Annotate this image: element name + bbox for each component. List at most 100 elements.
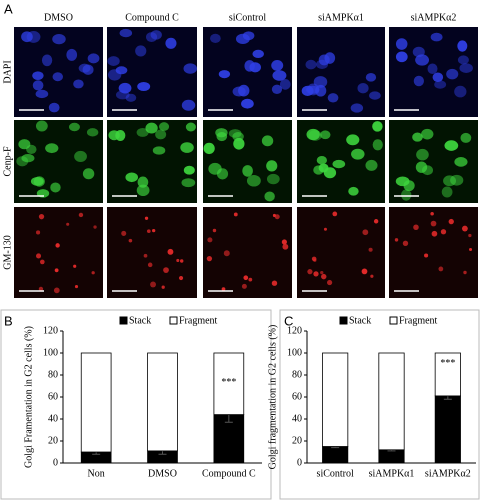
x-tick-label: siControl (317, 468, 354, 479)
nucleus (181, 99, 196, 111)
golgi (143, 253, 148, 258)
golgi (128, 238, 133, 243)
y-tick-label: 80 (48, 369, 58, 380)
panel-label: C (284, 313, 293, 328)
column-header: Compound C (125, 12, 179, 23)
micrograph (297, 207, 385, 298)
nucleus (150, 30, 162, 40)
x-tick-label: Compound C (202, 468, 256, 479)
nucleus (118, 82, 132, 94)
micrograph (14, 207, 103, 298)
golgi (74, 285, 79, 289)
nucleus (233, 137, 245, 150)
nucleus (152, 146, 166, 155)
nucleus (135, 45, 147, 57)
nucleus (271, 60, 284, 71)
nucleus (459, 63, 473, 73)
golgi (313, 258, 317, 262)
nucleus (401, 189, 412, 201)
nucleus (165, 37, 177, 49)
golgi (178, 275, 184, 281)
nucleus (86, 128, 99, 137)
panel-label: B (4, 313, 13, 328)
nucleus (357, 83, 369, 94)
nucleus (434, 80, 447, 89)
golgi (402, 240, 409, 246)
nucleus (271, 84, 283, 95)
golgi (461, 225, 468, 232)
y-axis-label: Golgi Framentation in G2 cells (%) (23, 326, 34, 468)
nucleus (181, 178, 196, 188)
golgi (241, 283, 247, 289)
nucleus (457, 55, 469, 65)
nucleus (183, 63, 198, 74)
golgi (206, 255, 213, 262)
golgi (39, 259, 45, 265)
nucleus (136, 127, 149, 137)
nucleus (107, 56, 120, 66)
nucleus (316, 156, 327, 165)
golgi (368, 247, 373, 252)
nucleus (308, 130, 322, 141)
x-tick-label: siAMPKα1 (369, 468, 415, 479)
row-label: GM-130 (2, 235, 13, 269)
nucleus (210, 33, 221, 43)
golgi (66, 222, 70, 226)
nucleus (215, 128, 228, 138)
bar-segment (213, 352, 245, 415)
golgi (394, 238, 399, 242)
golgi (271, 280, 278, 286)
nucleus (365, 159, 378, 171)
golgi (431, 230, 438, 237)
nucleus (119, 28, 133, 38)
golgi (326, 279, 333, 286)
nucleus (115, 66, 128, 75)
nucleus (32, 80, 44, 91)
nucleus (443, 175, 457, 187)
nucleus (155, 129, 167, 140)
golgi (424, 253, 429, 258)
golgi (221, 287, 226, 291)
golgi (55, 243, 60, 248)
nucleus (460, 132, 472, 143)
y-tick-label: 120 (43, 325, 58, 336)
micrograph (389, 207, 478, 298)
nucleus (136, 184, 150, 197)
nucleus (252, 49, 264, 59)
golgi (413, 224, 419, 231)
nucleus (159, 122, 170, 131)
nucleus (444, 140, 459, 151)
nucleus (350, 103, 364, 113)
golgi (176, 258, 180, 263)
y-tick-label: 0 (297, 457, 302, 468)
nucleus (145, 32, 158, 43)
nucleus (125, 93, 137, 102)
nucleus (242, 31, 255, 41)
nucleus (228, 129, 242, 138)
nucleus (32, 71, 44, 80)
nucleus (432, 72, 444, 83)
golgi (320, 270, 324, 275)
golgi (152, 229, 156, 233)
golgi (36, 253, 42, 259)
nucleus (307, 83, 320, 96)
y-tick-label: 80 (292, 369, 302, 380)
golgi (54, 268, 59, 273)
golgi (323, 227, 327, 231)
nucleus (266, 173, 280, 185)
golgi (91, 271, 95, 275)
nucleus (266, 160, 278, 172)
nucleus (232, 132, 244, 142)
y-tick-label: 60 (292, 391, 302, 402)
nucleus (41, 54, 53, 67)
nucleus (241, 98, 254, 109)
nucleus (305, 59, 317, 70)
golgi (272, 213, 276, 218)
golgi (430, 211, 434, 216)
nucleus (16, 156, 29, 167)
nucleus (203, 142, 215, 155)
column-header: DMSO (44, 12, 73, 23)
nucleus (137, 176, 149, 188)
nucleus (52, 72, 63, 82)
annotation: *** (221, 377, 236, 388)
